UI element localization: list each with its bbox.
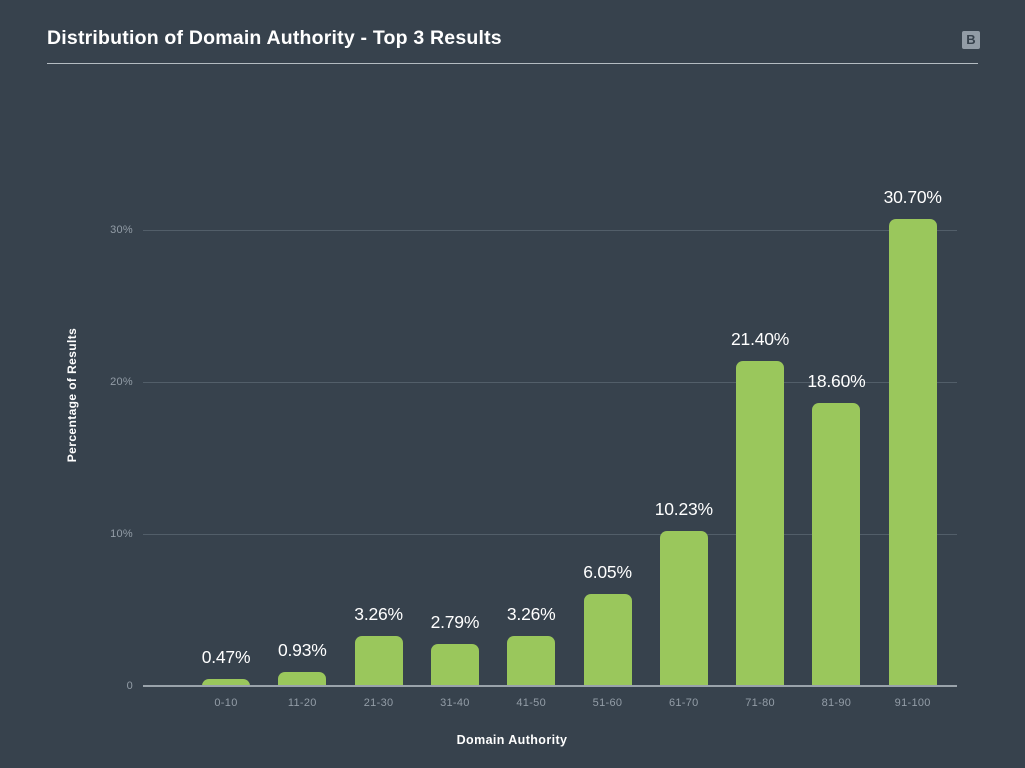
bar: [659, 530, 708, 686]
x-tick-label: 0-10: [214, 697, 238, 709]
gridline: [143, 381, 957, 383]
bar-value-label: 10.23%: [654, 498, 713, 519]
y-tick-label: 0: [126, 680, 133, 692]
y-tick-label: 10%: [110, 528, 133, 540]
x-axis-line: [143, 685, 957, 687]
bar: [278, 671, 327, 686]
bar-value-label: 2.79%: [430, 611, 480, 632]
bar: [583, 594, 632, 686]
x-tick-label: 91-100: [894, 697, 931, 709]
gridline: [143, 229, 957, 231]
x-tick-label: 71-80: [745, 697, 775, 709]
title-divider: [47, 63, 978, 64]
x-tick-label: 61-70: [668, 697, 699, 709]
x-tick-label: 11-20: [287, 697, 317, 709]
bar: [812, 403, 861, 686]
bar-value-label: 18.60%: [807, 371, 866, 392]
bar: [354, 636, 403, 686]
x-tick-label: 21-30: [363, 697, 394, 709]
x-tick-label: 81-90: [821, 697, 852, 709]
bar: [888, 219, 937, 686]
gridline: [143, 533, 957, 535]
bar-value-label: 0.93%: [277, 639, 327, 660]
bar-value-label: 3.26%: [506, 604, 556, 625]
bar: [507, 636, 556, 686]
bar: [430, 643, 479, 686]
bar-value-label: 0.47%: [201, 646, 251, 667]
x-tick-label: 41-50: [516, 697, 546, 709]
bar: [202, 678, 250, 686]
brand-logo-icon: B: [962, 31, 980, 49]
bar-value-label: 3.26%: [354, 604, 403, 625]
y-tick-label: 20%: [110, 376, 133, 388]
bar-value-label: 6.05%: [583, 562, 632, 583]
x-tick-label: 51-60: [592, 697, 623, 709]
x-tick-label: 31-40: [440, 697, 470, 709]
bar-value-label: 30.70%: [883, 187, 942, 208]
y-axis-title: Percentage of Results: [65, 327, 79, 463]
y-tick-label: 30%: [110, 224, 133, 236]
x-axis-title: Domain Authority: [456, 733, 568, 747]
bar-value-label: 21.40%: [731, 328, 790, 349]
page-title: Distribution of Domain Authority - Top 3…: [47, 27, 502, 49]
bar: [736, 360, 785, 686]
